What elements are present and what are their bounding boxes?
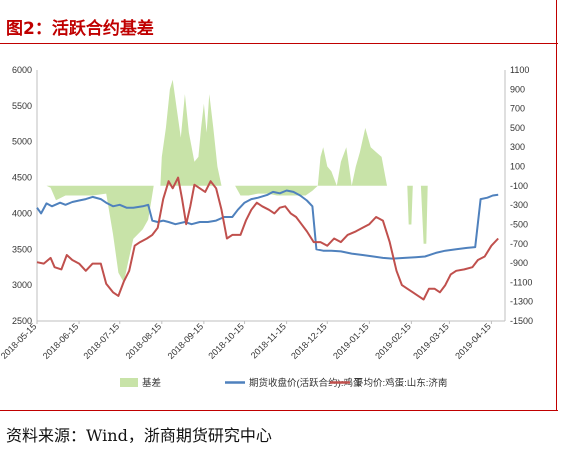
legend-swatch-basis bbox=[120, 378, 138, 387]
right-tick-label: -100 bbox=[510, 181, 528, 191]
legend-label: 期货收盘价(活跃合约):鸡蛋 bbox=[249, 377, 363, 389]
right-tick-label: 100 bbox=[510, 162, 525, 172]
left-tick-label: 2500 bbox=[12, 316, 32, 326]
x-tick-label: 2019-03-15 bbox=[411, 321, 451, 361]
series-basis-area bbox=[37, 79, 499, 283]
right-tick-label: -700 bbox=[510, 239, 528, 249]
title-divider bbox=[0, 43, 558, 44]
left-tick-label: 4500 bbox=[12, 173, 32, 183]
right-tick-label: 300 bbox=[510, 142, 525, 152]
left-tick-label: 3000 bbox=[12, 280, 32, 290]
series-jinan-price-line bbox=[36, 176, 499, 301]
right-tick-label: -500 bbox=[510, 219, 528, 229]
right-tick-label: -300 bbox=[510, 200, 528, 210]
source-divider bbox=[0, 410, 558, 411]
left-tick-label: 3500 bbox=[12, 244, 32, 254]
right-border bbox=[556, 0, 557, 410]
right-tick-label: -1500 bbox=[510, 316, 533, 326]
right-tick-label: 500 bbox=[510, 123, 525, 133]
left-tick-label: 5500 bbox=[12, 101, 32, 111]
figure-title: 图2：活跃合约基差 bbox=[6, 19, 154, 39]
right-tick-label: -900 bbox=[510, 258, 528, 268]
x-tick-label: 2018-09-15 bbox=[166, 321, 206, 361]
x-tick-label: 2018-10-15 bbox=[206, 321, 246, 361]
left-tick-label: 4000 bbox=[12, 208, 32, 218]
right-tick-label: 700 bbox=[510, 104, 525, 114]
basis-chart: 6000 5500 5000 4500 4000 3500 3000 2500 1100 900 7… bbox=[0, 65, 533, 389]
x-tick-label: 2018-12-15 bbox=[289, 321, 329, 361]
x-tick-label: 2018-06-15 bbox=[41, 321, 81, 361]
right-tick-label: -1300 bbox=[510, 297, 533, 307]
right-tick-label: -1100 bbox=[510, 277, 532, 287]
left-tick-label: 6000 bbox=[12, 65, 32, 75]
right-tick-label: 1100 bbox=[510, 65, 529, 75]
series-futures-line bbox=[36, 189, 499, 260]
x-tick-label: 2018-07-15 bbox=[82, 321, 122, 361]
legend-label: 基差 bbox=[142, 377, 161, 389]
legend-label: 平均价:鸡蛋:山东:济南 bbox=[354, 377, 447, 389]
left-tick-label: 5000 bbox=[12, 137, 32, 147]
source-note: 资料来源：Wind，浙商期货研究中心 bbox=[6, 426, 272, 445]
x-tick-label: 2019-04-15 bbox=[453, 321, 493, 361]
x-tick-label: 2018-05-15 bbox=[0, 321, 38, 361]
x-tick-label: 2019-02-15 bbox=[373, 321, 413, 361]
x-tick-label: 2018-11-15 bbox=[249, 321, 288, 360]
x-tick-label: 2018-08-15 bbox=[124, 321, 164, 361]
x-tick-label: 2019-01-15 bbox=[331, 321, 371, 361]
right-tick-label: 900 bbox=[510, 84, 525, 94]
